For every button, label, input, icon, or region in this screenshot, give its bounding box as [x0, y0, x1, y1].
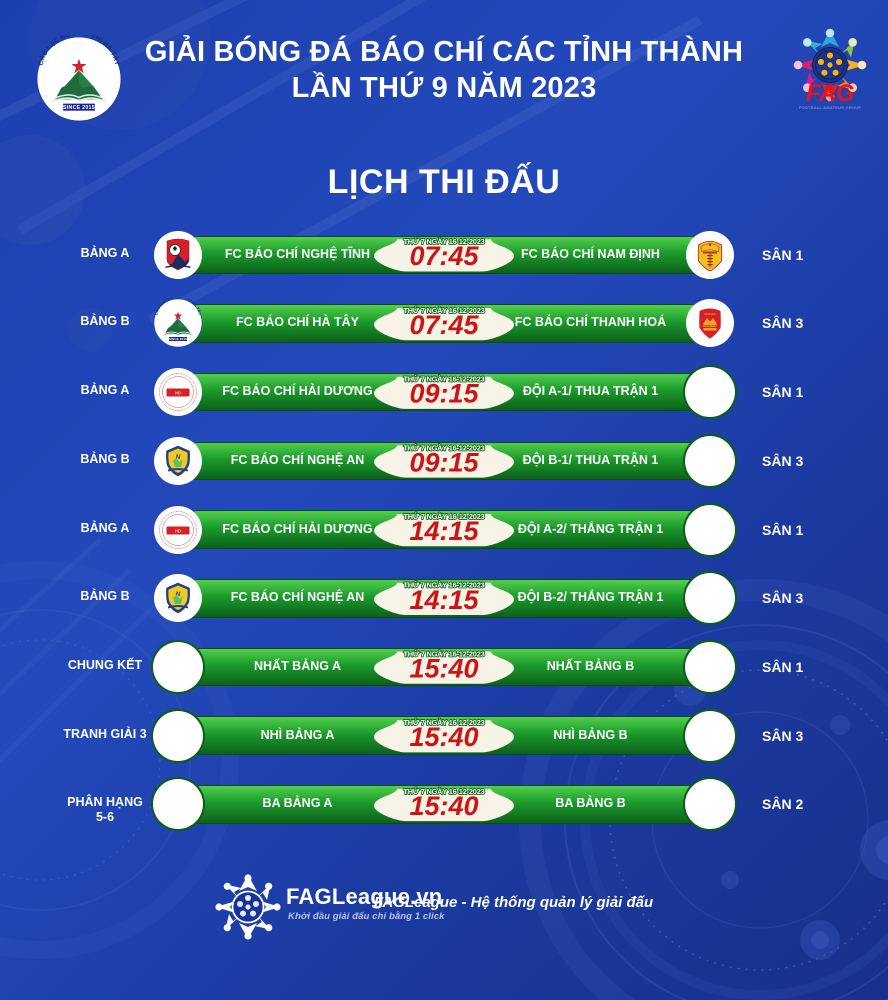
svg-text:FAG: FAG: [806, 80, 854, 107]
svg-text:FOOTBALL AMATEUR GROUP: FOOTBALL AMATEUR GROUP: [799, 105, 862, 110]
svg-text:SINCE 2015: SINCE 2015: [63, 105, 95, 111]
